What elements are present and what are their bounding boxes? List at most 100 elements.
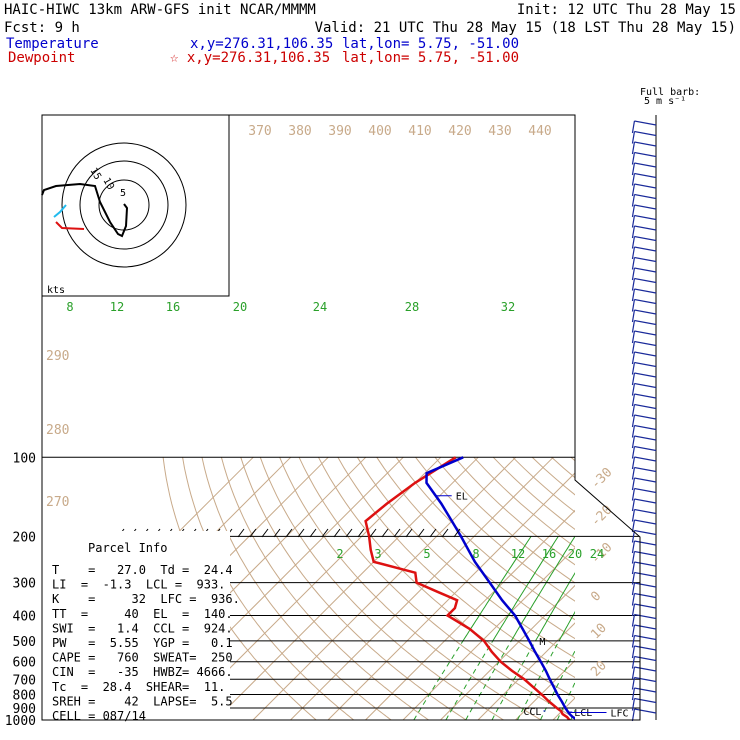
hatch-mark: [345, 528, 353, 538]
hodograph-ring-label-10: 10: [100, 176, 116, 192]
pressure-tick-label: 1000: [5, 714, 36, 729]
mixing-ratio-line: [535, 572, 575, 642]
mixing-ratio-label: 12: [110, 300, 124, 314]
wind-barb-feather: [631, 414, 636, 428]
hodograph-ring-15: [61, 142, 187, 268]
parcel-info-box: Parcel Info T = 27.0 Td = 24.4LI = -1.3 …: [42, 531, 240, 723]
wind-barb: [634, 225, 657, 231]
wind-barb-feather: [631, 372, 636, 386]
theta-label: 370: [248, 124, 271, 139]
wind-barb-feather: [631, 593, 636, 606]
wind-barb: [634, 151, 657, 158]
wind-barb: [634, 361, 657, 368]
hatch-mark: [321, 528, 329, 538]
isotherm-line: [402, 547, 575, 720]
wind-barb-feather: [631, 288, 636, 302]
wind-barb: [634, 277, 657, 284]
pressure-tick-label: 800: [13, 689, 36, 704]
legend-dewpoint: Dewpoint: [8, 50, 75, 66]
wind-barb: [634, 372, 657, 378]
wind-barb: [634, 519, 657, 525]
wind-barb: [634, 141, 657, 147]
level-marker-label: LCL: [574, 708, 592, 719]
wind-barbs: Full barb: 5 m s⁻¹: [631, 87, 700, 722]
wind-barb: [634, 172, 657, 179]
legend-temperature-latlon: lat,lon= 5.75, -51.00: [342, 36, 519, 52]
wind-barb: [634, 393, 657, 399]
wind-barb: [634, 498, 657, 504]
wind-barb-feather: [631, 645, 636, 659]
wind-barb-feather: [631, 278, 636, 291]
mixing-ratio-label: 28: [405, 300, 419, 314]
dry-adiabat-line: [591, 457, 740, 720]
hodograph-ring-10: [79, 160, 169, 250]
wind-barb: [634, 487, 657, 494]
wind-barb: [634, 508, 657, 515]
wind-barb: [634, 340, 657, 347]
wind-barb-feather: [631, 435, 636, 449]
wind-barb: [634, 204, 657, 210]
mixing-ratio-label: 8: [472, 547, 479, 561]
parcel-info-row: CELL = 087/14: [52, 709, 146, 723]
mixing-ratio-label: 24: [313, 300, 327, 314]
wind-barb-feather: [631, 509, 636, 522]
barbs-unit: 5 m s⁻¹: [644, 96, 686, 107]
wind-barb: [634, 666, 657, 672]
dry-adiabat-line: [298, 457, 575, 719]
wind-barb: [634, 634, 657, 641]
theta-label: 290: [46, 349, 69, 364]
hatch-mark: [237, 528, 245, 538]
wind-barb: [634, 456, 657, 462]
header-valid: Valid: 21 UTC Thu 28 May 15 (18 LST Thu …: [315, 20, 736, 36]
hodograph-inset: 15 10 5 kts: [41, 114, 230, 297]
mixing-ratio-line: [558, 610, 575, 642]
dry-adiabat-line: [610, 457, 740, 720]
wind-barb: [634, 708, 657, 714]
mixing-ratio-label: 16: [542, 547, 556, 561]
theta-label: 270: [46, 495, 69, 510]
wind-barb: [634, 319, 657, 326]
wind-barb-feather: [631, 530, 636, 543]
hatch-mark: [273, 528, 281, 538]
header-title: HAIC-HIWC 13km ARW-GFS init NCAR/MMMM: [4, 2, 316, 18]
pressure-tick-label: 900: [13, 702, 36, 717]
wind-barb: [634, 592, 657, 599]
wind-barb-feather: [631, 488, 636, 501]
wind-barb: [634, 624, 657, 630]
wind-barb: [634, 466, 657, 473]
wind-barb: [634, 697, 657, 704]
level-marker-label: CCL: [523, 707, 541, 718]
mixing-ratio-label: 16: [166, 300, 180, 314]
wind-barb-feather: [631, 666, 636, 680]
dry-adiabat-line: [279, 457, 542, 720]
isotherm-line: [440, 584, 575, 720]
wind-barb-feather: [631, 393, 636, 407]
pressure-tick-label: 600: [13, 656, 36, 671]
wind-barb: [634, 351, 657, 357]
plot-frame: [41, 114, 641, 721]
level-marker-label: EL: [456, 492, 468, 503]
isotherm-line: [477, 622, 575, 720]
wind-barb: [634, 414, 657, 420]
wind-barb-feather: [631, 120, 636, 134]
wind-barb-feather: [631, 582, 636, 596]
wind-barb-feather: [631, 603, 636, 617]
wind-barb: [634, 445, 657, 452]
pressure-tick-label: 200: [13, 530, 36, 545]
wind-barb-feather: [631, 173, 636, 186]
wind-barb-feather: [631, 477, 636, 491]
hatch-mark: [405, 528, 413, 538]
wind-barb-feather: [631, 204, 636, 218]
hatch-mark: [369, 528, 377, 538]
level-marker-label: M: [539, 637, 545, 648]
theta-label: 440: [528, 124, 551, 139]
wind-barb-feather: [631, 152, 636, 165]
theta-label: 420: [448, 124, 471, 139]
parcel-info-row: SWI = 1.4 CCL = 924.: [52, 621, 233, 635]
dry-adiabat-line: [220, 457, 429, 720]
isotherm-line: [215, 456, 479, 720]
dry-adiabat-line: [318, 457, 575, 699]
dry-adiabat-line: [337, 457, 575, 679]
isotherm-label: 0: [588, 589, 604, 605]
wind-barb: [634, 477, 657, 483]
